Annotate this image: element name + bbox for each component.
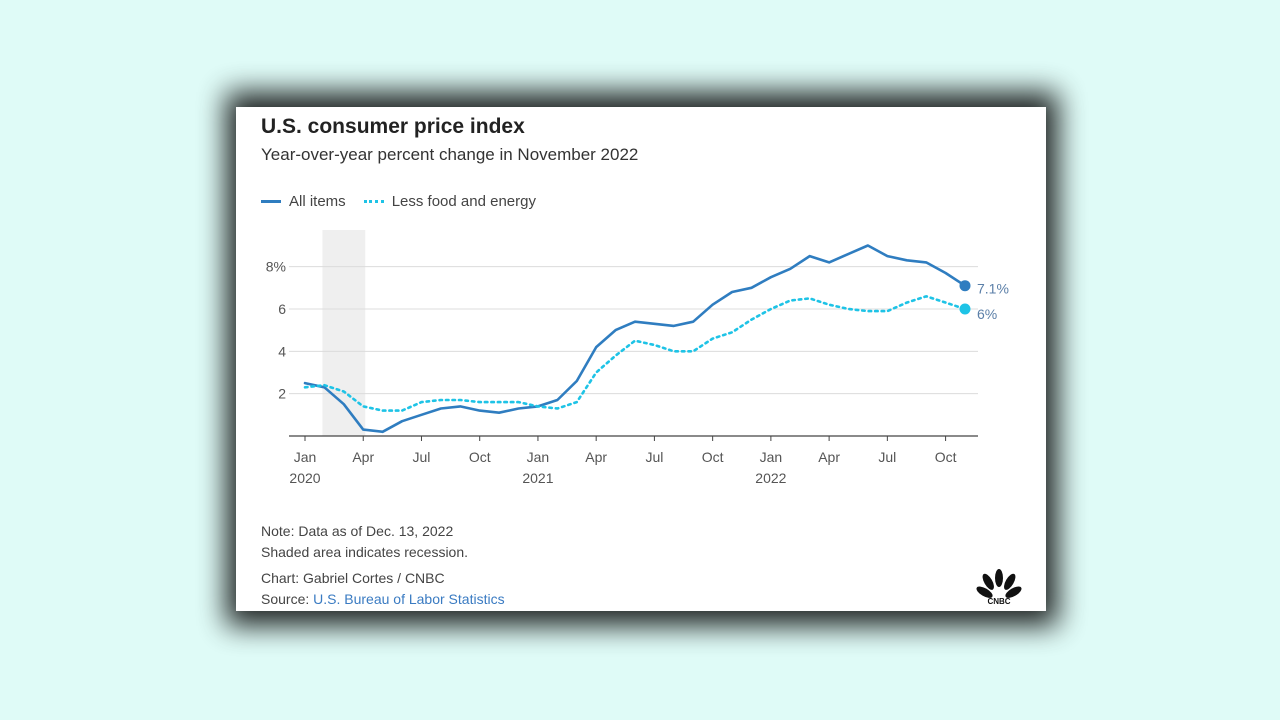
x-tick-label: Jan <box>527 449 550 465</box>
x-tick-label: Jul <box>645 449 663 465</box>
chart-card: U.S. consumer price index Year-over-year… <box>236 107 1046 611</box>
note-credit: Chart: Gabriel Cortes / CNBC <box>261 570 445 586</box>
series-line-all-items <box>303 244 967 434</box>
chart-notes: Note: Data as of Dec. 13, 2022 Shaded ar… <box>261 521 505 610</box>
legend-swatch-solid <box>261 200 281 203</box>
chart-subtitle: Year-over-year percent change in Novembe… <box>261 145 639 164</box>
x-tick-label: Oct <box>469 449 491 465</box>
legend-label-core: Less food and energy <box>391 193 536 210</box>
x-tick-label: Jul <box>878 449 896 465</box>
x-tick-label: Oct <box>702 449 724 465</box>
x-tick-label: Jan <box>760 449 783 465</box>
x-tick-label: Oct <box>935 449 957 465</box>
endpoint-all-items <box>959 280 971 292</box>
source-prefix: Source: <box>261 591 314 607</box>
cnbc-peacock-logo: CNBC <box>976 569 1022 605</box>
note-source: Source: U.S. Bureau of Labor Statistics <box>261 589 505 610</box>
x-tick-label: Apr <box>818 449 840 465</box>
chart-title: U.S. consumer price index <box>261 115 525 138</box>
legend-label-all-items: All items <box>289 193 346 210</box>
chart-legend: All items Less food and energy <box>261 193 554 210</box>
endpoint-core <box>959 303 971 315</box>
source-link[interactable]: U.S. Bureau of Labor Statistics <box>313 591 505 607</box>
end-label-core: 6% <box>977 306 997 322</box>
series-line-core <box>303 295 967 412</box>
x-tick-year-label: 2022 <box>755 470 786 486</box>
y-tick-label: 2 <box>278 386 286 402</box>
y-tick-label: 4 <box>278 343 286 359</box>
note-recession: Shaded area indicates recession. <box>261 544 469 560</box>
x-tick-label: Apr <box>585 449 607 465</box>
logo-wordmark: CNBC <box>987 597 1010 605</box>
x-tick-year-label: 2020 <box>289 470 320 486</box>
legend-item-all-items: All items <box>261 193 346 210</box>
x-tick-label: Jul <box>413 449 431 465</box>
legend-item-core: Less food and energy <box>363 193 536 210</box>
note-date: Note: Data as of Dec. 13, 2022 <box>261 523 454 539</box>
x-tick-year-label: 2021 <box>522 470 553 486</box>
y-tick-label: 8% <box>266 259 286 275</box>
x-tick-label: Jan <box>294 449 317 465</box>
end-label-all-items: 7.1% <box>977 281 1009 297</box>
x-tick-label: Apr <box>352 449 374 465</box>
y-tick-label: 6 <box>278 301 286 317</box>
legend-swatch-dotted <box>363 200 384 203</box>
line-chart: 2 4 6 8% Jan 2020 Apr Jul Oct Jan 2021 Apr Jul Oct Jan… <box>266 230 1009 486</box>
